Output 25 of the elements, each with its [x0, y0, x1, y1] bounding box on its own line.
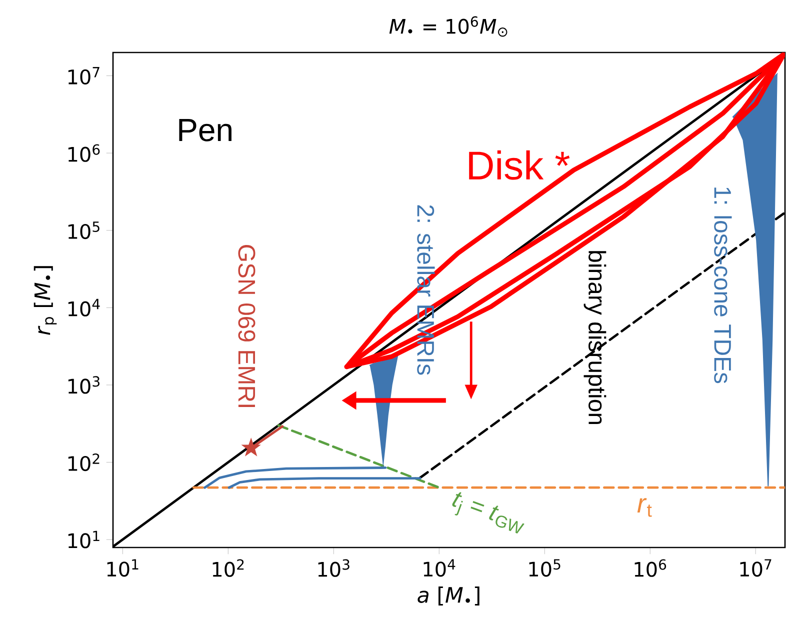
annotation: Disk * — [469, 150, 570, 180]
x-tick-label: 10$^{7}$ — [740, 559, 772, 577]
x-axis-title: a [M$_{•}$] — [418, 586, 480, 606]
y-tick-label: 10$^{1}$ — [68, 530, 100, 548]
y-tick-label: 10$^{2}$ — [68, 453, 100, 472]
x-tick-label: 10$^{5}$ — [529, 559, 560, 577]
x-tick-label: 10$^{2}$ — [212, 559, 244, 577]
chart-title: M$_{•}$ = 10$^{6}$M$_{⊙}$ — [389, 16, 508, 37]
annotation: 2: stellar EMRIs — [417, 205, 435, 375]
y-tick-label: 10$^{6}$ — [68, 144, 100, 162]
y-tick-label: 10$^{4}$ — [68, 298, 100, 316]
y-tick-label: 10$^{3}$ — [68, 376, 100, 394]
annotation: GSN 069 EMRI — [238, 245, 256, 407]
annotation: t$_{j}$ = t$_{GW}$ — [452, 492, 524, 534]
annotation: binary disruption — [584, 251, 606, 424]
annotation: r$_{t}$ — [637, 498, 652, 517]
annotation: Pen — [179, 119, 232, 142]
x-tick-label: 10$^{1}$ — [107, 559, 138, 577]
x-tick-label: 10$^{6}$ — [634, 559, 666, 577]
y-axis-title: r$_{p}$ [M$_{•}$] — [34, 266, 57, 335]
y-tick-label: 10$^{7}$ — [68, 67, 100, 84]
annotation: 1: loss-cone TDEs — [714, 188, 732, 384]
x-tick-label: 10$^{4}$ — [424, 559, 456, 577]
x-tick-label: 10$^{3}$ — [318, 559, 350, 577]
y-tick-label: 10$^{5}$ — [68, 222, 100, 240]
